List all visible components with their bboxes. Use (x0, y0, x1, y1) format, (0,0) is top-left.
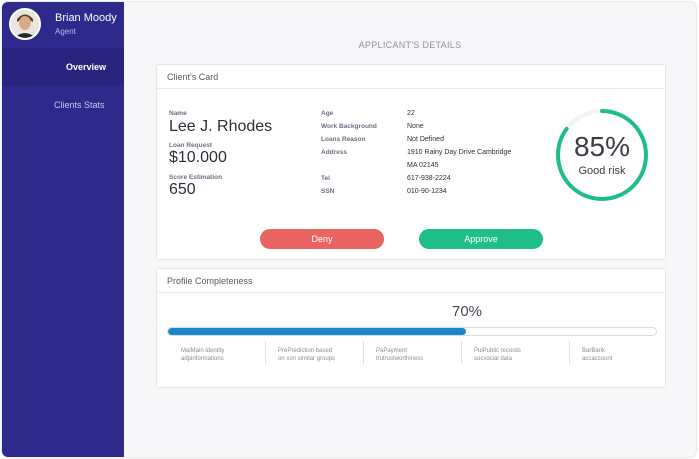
user-avatar-icon (9, 8, 41, 40)
step-line: adpinformations (181, 356, 224, 362)
detail-value-address-line2: MA 02145 (407, 162, 439, 169)
loan-label: Loan Request (169, 142, 212, 149)
name-label: Name (169, 110, 187, 117)
score-label: Score Estimation (169, 174, 223, 181)
step-main-identity: MaiMain identity adpinformations (169, 341, 224, 365)
detail-value-reason: Not Defined (407, 136, 444, 143)
loan-amount: $10.000 (169, 149, 227, 166)
sidebar-item-overview[interactable]: Overview (2, 48, 124, 86)
step-line: MaiMain identity (181, 348, 225, 354)
sidebar-item-clients-stats[interactable]: Clients Stats (2, 86, 124, 124)
detail-value-tel: 617-938-2224 (407, 175, 451, 182)
step-line: accaccount (582, 356, 613, 362)
step-public-records: PulPublic records socsocial data (461, 341, 521, 365)
detail-value-address: 1910 Rainy Day Drive Cambridge (407, 149, 512, 156)
clients-card: Client's Card Name Lee J. Rhodes Loan Re… (156, 64, 666, 260)
risk-gauge-arc (556, 109, 648, 201)
step-line: socsocial data (474, 356, 513, 362)
card-header: Profile Completeness (157, 269, 665, 293)
step-line: PulPublic records (474, 348, 521, 354)
deny-button[interactable]: Deny (260, 229, 384, 249)
detail-label-work: Work Background (321, 123, 377, 130)
detail-label-ssn: SSN (321, 188, 335, 195)
step-prediction: PrePrediction based on xon similar group… (265, 341, 335, 365)
risk-label: Good risk (578, 165, 626, 177)
detail-label-address: Address (321, 149, 348, 156)
applicant-name: Lee J. Rhodes (169, 118, 273, 135)
card-title: Client's Card (167, 72, 219, 82)
card-header: Client's Card (157, 65, 665, 89)
step-line: trutrustworthiness (376, 356, 424, 362)
detail-value-ssn: 010-90-1234 (407, 188, 447, 195)
sidebar-item-label: Clients Stats (54, 100, 105, 110)
detail-value-age: 22 (407, 110, 415, 117)
step-line: on xon similar groups (278, 356, 336, 362)
card-title: Profile Completeness (167, 276, 253, 286)
page-title: APPLICANT'S DETAILS (358, 40, 462, 50)
user-profile[interactable]: Brian Moody Agent (2, 2, 124, 48)
profile-completeness-card: Profile Completeness 70% MaiMain identit… (156, 268, 666, 388)
detail-label-age: Age (321, 110, 334, 117)
risk-gauge: 85% Good risk (554, 107, 650, 203)
approve-button[interactable]: Approve (419, 229, 543, 249)
step-payment: PaPayment trutrustworthiness (363, 341, 423, 365)
completeness-progress-fill (168, 328, 466, 335)
step-line: PrePrediction based (278, 348, 333, 354)
sidebar: Brian Moody Agent Overview Clients Stats (2, 2, 124, 457)
step-line: PaPayment (376, 348, 408, 354)
risk-percent: 85% (573, 131, 631, 162)
user-name: Brian Moody (55, 12, 117, 24)
sidebar-item-label: Overview (65, 62, 106, 72)
completeness-progress-bar (167, 327, 657, 336)
score-value: 650 (169, 181, 196, 198)
user-role: Agent (55, 27, 76, 36)
completeness-percent: 70% (451, 303, 483, 320)
step-line: BarBank (582, 348, 606, 354)
detail-value-work: None (407, 123, 424, 130)
step-bank-account: BarBank accaccount (569, 341, 612, 365)
detail-label-reason: Loans Reason (321, 136, 366, 143)
detail-label-tel: Tel (321, 175, 330, 182)
